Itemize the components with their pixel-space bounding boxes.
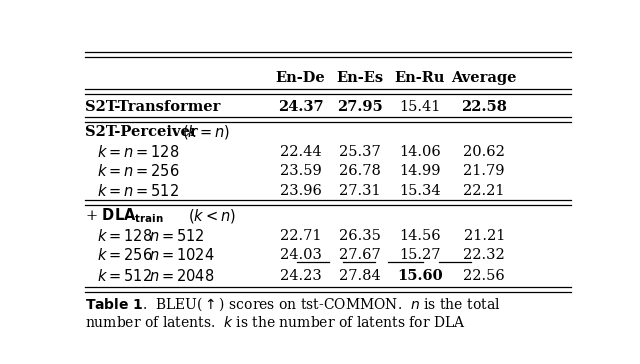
- Text: S2T-Perceiver: S2T-Perceiver: [85, 125, 203, 139]
- Text: 22.21: 22.21: [463, 184, 505, 198]
- Text: Average: Average: [451, 71, 517, 85]
- Text: $\mathbf{Table\ 1}$.  BLEU($\uparrow$) scores on tst-COMMON.  $n$ is the total: $\mathbf{Table\ 1}$. BLEU($\uparrow$) sc…: [85, 295, 500, 313]
- Text: 21.21: 21.21: [463, 229, 505, 243]
- Text: 14.06: 14.06: [399, 145, 440, 159]
- Text: 14.99: 14.99: [399, 164, 440, 178]
- Text: 24.03: 24.03: [280, 248, 322, 262]
- Text: $n = 512$: $n = 512$: [150, 228, 205, 244]
- Text: $n = 1024$: $n = 1024$: [150, 247, 215, 263]
- Text: 25.37: 25.37: [339, 145, 381, 159]
- Text: 22.32: 22.32: [463, 248, 505, 262]
- Text: S2T-Transformer: S2T-Transformer: [85, 100, 220, 114]
- Text: 27.67: 27.67: [339, 248, 381, 262]
- Text: 21.79: 21.79: [463, 164, 505, 178]
- Text: 15.60: 15.60: [397, 269, 443, 283]
- Text: $k = 256$: $k = 256$: [97, 247, 153, 263]
- Text: $k = 128$: $k = 128$: [97, 228, 153, 244]
- Text: 15.27: 15.27: [399, 248, 440, 262]
- Text: number of latents.  $k$ is the number of latents for DLA: number of latents. $k$ is the number of …: [85, 315, 465, 330]
- Text: 23.96: 23.96: [280, 184, 322, 198]
- Text: 20.62: 20.62: [463, 145, 505, 159]
- Text: $k = 512$: $k = 512$: [97, 268, 152, 284]
- Text: + $\mathbf{DLA}_{\mathbf{train}}$: + $\mathbf{DLA}_{\mathbf{train}}$: [85, 207, 164, 225]
- Text: En-Es: En-Es: [337, 71, 384, 85]
- Text: 24.23: 24.23: [280, 269, 321, 283]
- Text: $(k = n)$: $(k = n)$: [182, 123, 230, 141]
- Text: 26.78: 26.78: [339, 164, 381, 178]
- Text: $k = n = 128$: $k = n = 128$: [97, 143, 180, 159]
- Text: En-De: En-De: [276, 71, 326, 85]
- Text: 22.71: 22.71: [280, 229, 321, 243]
- Text: 15.41: 15.41: [399, 100, 440, 114]
- Text: 22.58: 22.58: [461, 100, 507, 114]
- Text: 24.37: 24.37: [278, 100, 324, 114]
- Text: $n = 2048$: $n = 2048$: [150, 268, 215, 284]
- Text: 27.84: 27.84: [339, 269, 381, 283]
- Text: 15.34: 15.34: [399, 184, 440, 198]
- Text: 26.35: 26.35: [339, 229, 381, 243]
- Text: $k = n = 512$: $k = n = 512$: [97, 183, 179, 199]
- Text: 23.59: 23.59: [280, 164, 321, 178]
- Text: $(k < n)$: $(k < n)$: [188, 207, 236, 225]
- Text: 14.56: 14.56: [399, 229, 440, 243]
- Text: 22.56: 22.56: [463, 269, 505, 283]
- Text: $k = n = 256$: $k = n = 256$: [97, 163, 180, 179]
- Text: 22.44: 22.44: [280, 145, 321, 159]
- Text: 27.31: 27.31: [339, 184, 381, 198]
- Text: En-Ru: En-Ru: [394, 71, 445, 85]
- Text: 27.95: 27.95: [337, 100, 383, 114]
